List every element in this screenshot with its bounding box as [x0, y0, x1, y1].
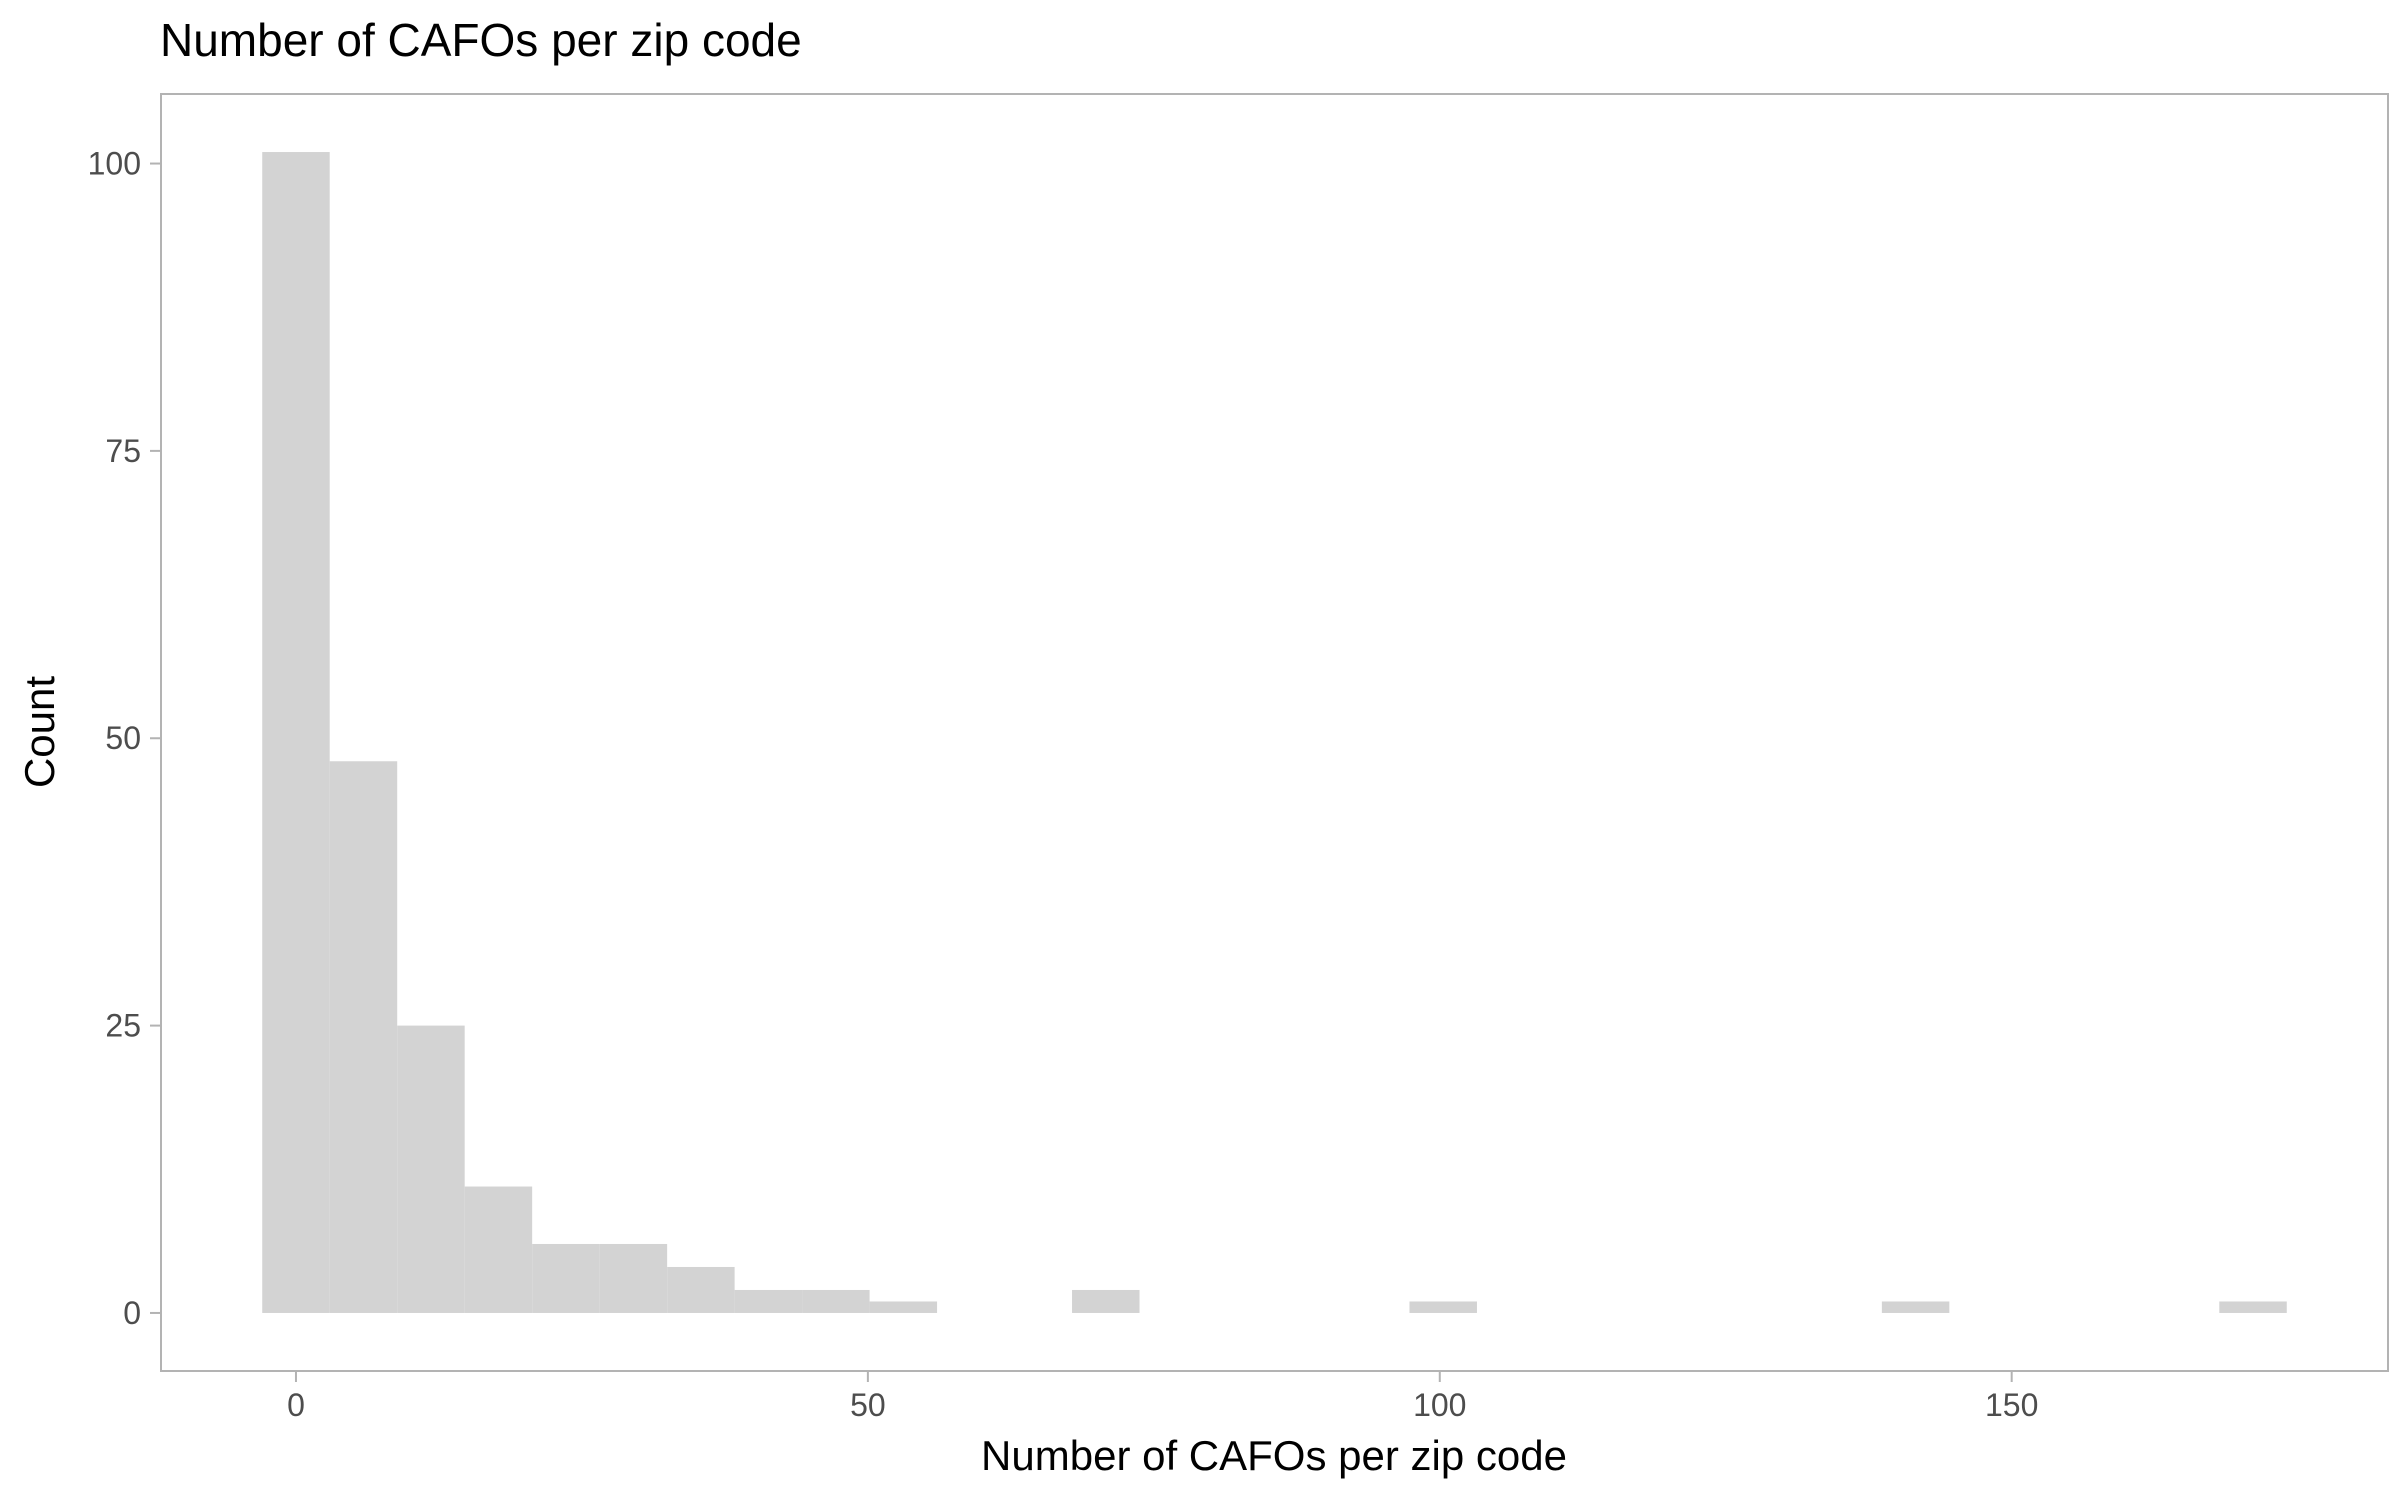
histogram-bar: [734, 1289, 803, 1313]
histogram-bar: [1072, 1289, 1140, 1313]
x-axis: 0 50 100 150: [287, 1371, 2038, 1423]
x-tick-label: 50: [850, 1387, 886, 1423]
y-tick-label: 75: [105, 433, 141, 469]
histogram-bar: [667, 1266, 735, 1313]
histogram-bar: [464, 1186, 533, 1313]
histogram-bar: [599, 1243, 668, 1313]
y-tick-label: 50: [105, 720, 141, 756]
histogram-bar: [532, 1243, 600, 1313]
y-tick-label: 25: [105, 1008, 141, 1044]
histogram-bar: [397, 1025, 465, 1313]
histogram-bar: [2219, 1301, 2287, 1313]
x-tick-label: 0: [287, 1387, 305, 1423]
y-axis: 0 25 50 75 100: [88, 146, 161, 1331]
histogram-bar: [802, 1289, 870, 1313]
x-tick-label: 100: [1413, 1387, 1466, 1423]
histogram-bar: [329, 761, 398, 1313]
histogram-bar: [869, 1301, 938, 1313]
histogram-bar: [1409, 1301, 1477, 1313]
x-axis-title: Number of CAFOs per zip code: [981, 1432, 1567, 1479]
y-axis-title: Count: [16, 676, 63, 788]
histogram-bars: [262, 152, 2287, 1313]
chart-title: Number of CAFOs per zip code: [160, 14, 802, 66]
histogram-bar: [262, 152, 330, 1313]
histogram-bar: [1881, 1301, 1950, 1313]
x-tick-label: 150: [1985, 1387, 2038, 1423]
plot-panel-border: [160, 93, 2389, 1372]
y-tick-label: 100: [88, 146, 141, 182]
y-tick-label: 0: [123, 1295, 141, 1331]
